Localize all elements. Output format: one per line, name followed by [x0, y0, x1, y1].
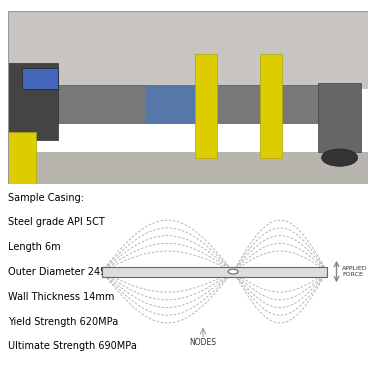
Bar: [22, 68, 58, 88]
Bar: [8, 11, 368, 88]
Text: Yield Strength 620MPa: Yield Strength 620MPa: [8, 316, 118, 327]
Bar: [195, 54, 217, 158]
Text: Wall Thickness 14mm: Wall Thickness 14mm: [8, 292, 114, 302]
Bar: [260, 54, 282, 158]
Bar: [318, 83, 361, 152]
Text: Length 6m: Length 6m: [8, 242, 60, 252]
Text: NODES: NODES: [190, 338, 217, 347]
Circle shape: [321, 149, 358, 166]
Bar: [8, 132, 36, 184]
Text: Ultimate Strength 690MPa: Ultimate Strength 690MPa: [8, 341, 136, 351]
Bar: [8, 152, 368, 184]
Text: Sample Casing:: Sample Casing:: [8, 193, 83, 203]
Text: APPLIED
FORCE: APPLIED FORCE: [342, 266, 368, 277]
Circle shape: [228, 269, 238, 274]
Bar: [102, 266, 327, 277]
Bar: [145, 85, 217, 123]
Bar: [51, 85, 321, 123]
Text: Steel grade API 5CT: Steel grade API 5CT: [8, 217, 104, 228]
Text: Outer Diameter 245mm: Outer Diameter 245mm: [8, 267, 125, 277]
Bar: [8, 63, 58, 141]
